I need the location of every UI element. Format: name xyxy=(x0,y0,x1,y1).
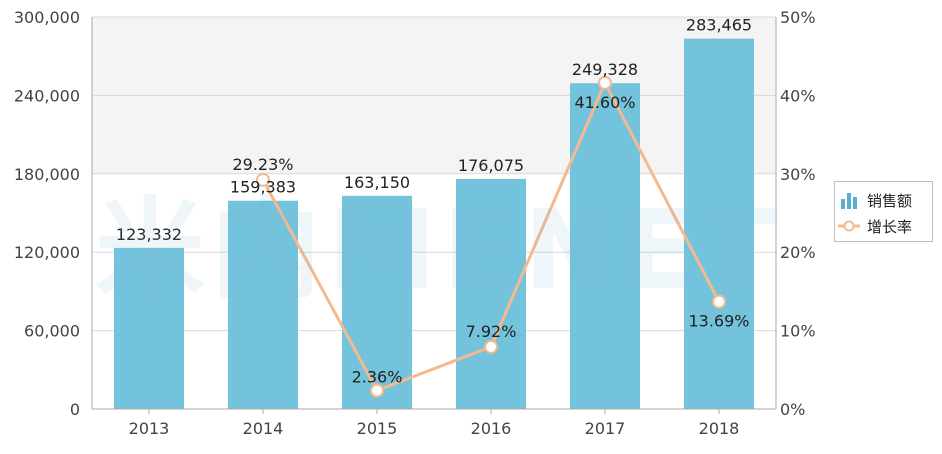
bar-value-label: 176,075 xyxy=(458,156,524,175)
legend-item-growth[interactable]: 增长率 xyxy=(835,214,912,238)
bar-value-label: 159,383 xyxy=(230,178,296,197)
growth-value-label: 2.36% xyxy=(352,367,403,386)
bar xyxy=(342,195,412,409)
y-right-tick-label: 30% xyxy=(780,165,816,184)
growth-value-label: 7.92% xyxy=(466,322,517,341)
growth-value-label: 29.23% xyxy=(232,155,293,174)
growth-point xyxy=(598,75,612,90)
y-left-tick-label: 240,000 xyxy=(14,86,80,105)
gridlines xyxy=(92,16,776,332)
bar-series xyxy=(114,38,754,409)
x-tick-label: 2013 xyxy=(129,419,170,438)
x-tick-label: 2017 xyxy=(585,419,626,438)
y-left-tick-label: 300,000 xyxy=(14,8,80,27)
y-right-tick-label: 50% xyxy=(780,8,816,27)
x-tick-label: 2016 xyxy=(471,419,512,438)
line-series xyxy=(256,75,726,398)
y-right-tick-label: 40% xyxy=(780,86,816,105)
y-left-tick-label: 60,000 xyxy=(24,322,80,341)
bar xyxy=(684,38,754,409)
y-right-tick-label: 0% xyxy=(780,400,805,419)
growth-point xyxy=(370,383,384,398)
bar-value-label: 163,150 xyxy=(344,173,410,192)
bar xyxy=(228,200,298,409)
legend: 销售额 增长率 xyxy=(834,181,933,242)
data-labels: 123,332 159,383 163,150 176,075 249,328 283,4… xyxy=(116,16,752,387)
bar-chart-icon xyxy=(835,189,863,211)
bar-value-label: 249,328 xyxy=(572,60,638,79)
growth-value-label: 13.69% xyxy=(688,312,749,331)
legend-label-sales: 销售额 xyxy=(867,191,913,210)
axes: 0 60,000 120,000 180,000 240,000 300,000 0% 10%… xyxy=(14,8,816,438)
bar-value-label: 123,332 xyxy=(116,225,182,244)
y-right-tick-label: 10% xyxy=(780,322,816,341)
line-marker-icon xyxy=(835,215,863,237)
growth-value-label: 41.60% xyxy=(574,93,635,112)
x-tick-label: 2018 xyxy=(699,419,740,438)
bar-value-label: 283,465 xyxy=(686,16,752,35)
growth-point xyxy=(484,339,498,354)
x-tick-label: 2015 xyxy=(357,419,398,438)
watermark: 米内MENET xyxy=(95,186,784,314)
bar xyxy=(114,247,184,409)
x-tick-label: 2014 xyxy=(243,419,284,438)
y-left-tick-label: 120,000 xyxy=(14,243,80,262)
growth-point xyxy=(712,294,726,309)
growth-point xyxy=(256,172,270,187)
y-left-tick-label: 180,000 xyxy=(14,165,80,184)
legend-item-sales[interactable]: 销售额 xyxy=(835,188,912,212)
y-left-tick-label: 0 xyxy=(70,400,80,419)
legend-label-growth: 增长率 xyxy=(867,217,913,236)
y-right-tick-label: 20% xyxy=(780,243,816,262)
